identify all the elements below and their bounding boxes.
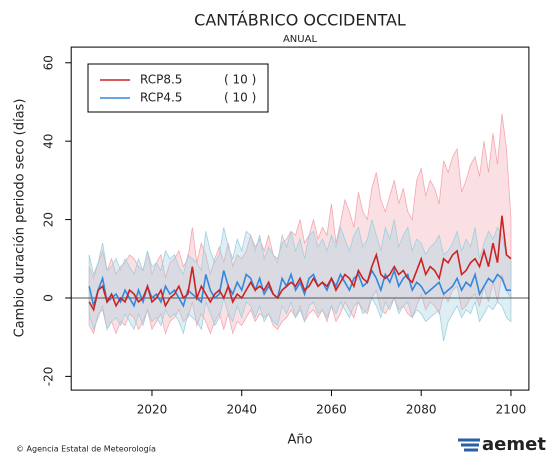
logo-icon [458,438,480,452]
plot-frame [70,46,530,391]
x-tick-label: 2060 [316,403,347,417]
legend-count: ( 10 ) [224,73,256,87]
plot-area [71,113,529,342]
x-tick-label: 2100 [496,403,527,417]
series-line [88,215,512,312]
chart-subtitle: ANUAL [283,34,317,45]
legend-count: ( 10 ) [224,91,256,105]
legend-box [87,63,269,113]
y-tick-label: 60 [42,55,56,70]
legend-label: RCP4.5 [140,91,182,105]
x-tick-label: 2020 [137,403,168,417]
credit: © Agencia Estatal de Meteorología [16,445,156,454]
logo-text: aemet [482,434,546,455]
y-tick-label: -20 [42,367,56,387]
legend-label: RCP8.5 [140,73,182,87]
chart-title: CANTÁBRICO OCCIDENTAL [194,11,406,30]
x-tick-label: 2040 [226,403,257,417]
y-tick-label: 40 [42,134,56,149]
logo: aemet [458,434,546,455]
y-tick-label: 0 [42,294,56,302]
y-axis-label: Cambio duración periodo seco (días) [13,99,28,338]
series-line [88,268,511,308]
x-tick-label: 2080 [406,403,437,417]
x-axis-label: Año [287,433,312,448]
y-tick-label: 20 [42,212,56,227]
